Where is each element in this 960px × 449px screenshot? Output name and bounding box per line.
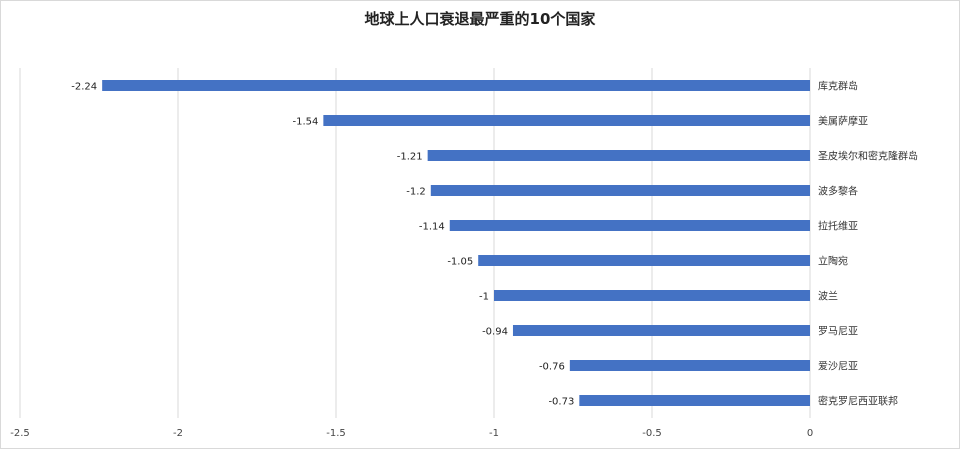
bar [579,395,810,406]
bar [430,185,810,196]
x-tick-label: -1 [489,428,499,439]
x-tick-label: -2 [173,428,183,439]
bars [102,80,810,406]
bar [449,220,810,231]
data-label: -2.24 [71,82,97,93]
category-label: 波多黎各 [818,185,858,198]
bar [323,115,810,126]
category-label: 波兰 [818,290,838,303]
x-tick-label: -0.5 [642,428,662,439]
data-label: -1.2 [406,187,426,198]
data-label: -1.21 [397,152,423,163]
bar [427,150,810,161]
category-labels: 库克群岛美属萨摩亚圣皮埃尔和密克隆群岛波多黎各拉托维亚立陶宛波兰罗马尼亚爱沙尼亚… [818,80,918,408]
bar [494,290,810,301]
category-label: 爱沙尼亚 [818,360,858,373]
x-tick-label: 0 [807,428,813,439]
data-label: -1.54 [292,117,318,128]
data-label: -1.14 [419,222,445,233]
category-label: 立陶宛 [818,255,848,268]
bar [569,360,810,371]
category-label: 密克罗尼西亚联邦 [818,395,898,408]
bar [478,255,810,266]
data-label: -0.94 [482,327,508,338]
x-tick-label: -1.5 [326,428,346,439]
category-label: 罗马尼亚 [818,326,858,338]
chart-title: 地球上人口衰退最严重的10个国家 [364,10,596,28]
bar [512,325,810,336]
gridlines [19,68,811,418]
data-label: -0.76 [539,362,565,373]
category-label: 美属萨摩亚 [818,115,868,128]
data-label: -1.05 [447,257,473,268]
category-label: 拉托维亚 [818,220,858,233]
data-labels: -2.24 -1.54 -1.21 -1.2 -1.14 -1.05 -1 -0.94 -0.7… [71,82,574,408]
x-axis-ticks: -2.5 -2 -1.5 -1 -0.5 0 [10,428,813,439]
x-tick-label: -2.5 [10,428,30,439]
category-label: 库克群岛 [818,80,858,93]
data-label: -0.73 [548,397,574,408]
category-label: 圣皮埃尔和密克隆群岛 [818,150,918,163]
bar [102,80,810,91]
data-label: -1 [479,292,489,303]
